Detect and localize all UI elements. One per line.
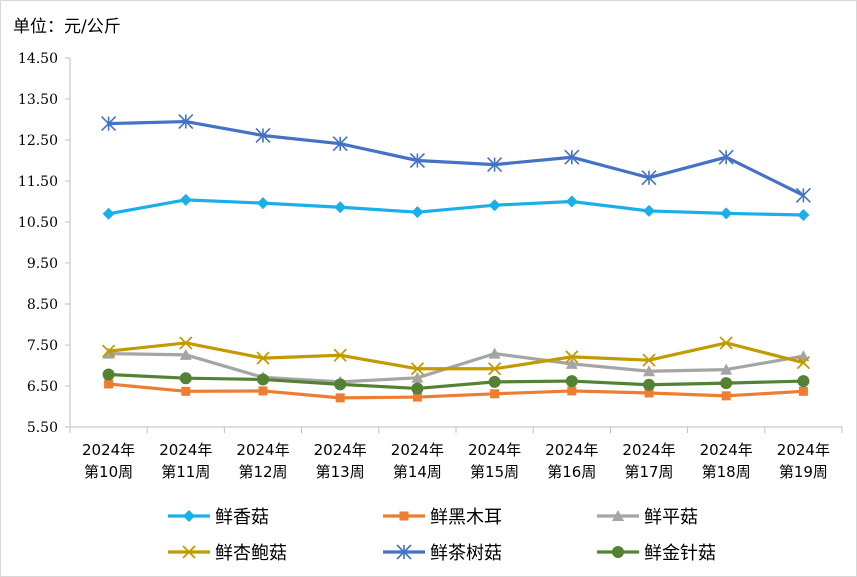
data-point: [178, 113, 194, 130]
data-point: [641, 170, 657, 186]
x-tick-label: 2024年第14周: [391, 441, 444, 481]
x-tick-label: 2024年第18周: [700, 441, 753, 481]
series-line-4: [108, 341, 804, 371]
data-point: [102, 347, 115, 359]
data-point: [488, 375, 501, 388]
data-point: [487, 157, 503, 173]
data-point: [104, 379, 114, 389]
data-point: [565, 195, 578, 208]
data-point: [565, 375, 578, 388]
y-tick-label: 14.50: [18, 51, 58, 67]
data-point: [718, 149, 734, 165]
data-point: [257, 373, 269, 386]
x-tick-label: 2024年第15周: [468, 441, 521, 481]
data-point: [257, 197, 269, 210]
data-point: [720, 363, 733, 375]
data-point: [179, 348, 192, 360]
y-tick-label: 11.50: [18, 174, 58, 190]
data-point: [181, 386, 191, 396]
data-point: [335, 393, 345, 403]
y-tick-label: 8.50: [27, 297, 58, 313]
data-point: [565, 350, 579, 364]
data-point: [411, 371, 424, 383]
data-point: [643, 378, 655, 391]
data-point: [411, 382, 424, 395]
x-tick-label: 2024年第17周: [622, 441, 675, 481]
data-point: [797, 350, 810, 362]
x-tick-label: 2024年第10周: [82, 441, 135, 481]
series-line-6: [108, 372, 804, 391]
series-line-5: [108, 119, 805, 197]
data-point: [567, 386, 577, 396]
data-point: [643, 204, 655, 217]
data-point: [101, 344, 116, 358]
legend-label: 鲜平菇: [644, 507, 698, 528]
legend-label: 鲜杏鲍菇: [215, 543, 287, 564]
data-point: [719, 336, 733, 350]
data-point: [411, 206, 424, 219]
x-tick-label: 2024年第11周: [159, 441, 212, 481]
data-point: [488, 199, 501, 212]
series-line-2: [108, 382, 804, 400]
data-point: [721, 391, 731, 401]
y-tick-label: 5.50: [27, 420, 58, 436]
data-point: [179, 372, 192, 385]
y-tick-label: 13.50: [18, 92, 58, 108]
legend-label: 鲜金针菇: [644, 543, 716, 564]
data-point: [410, 362, 425, 376]
x-tick-label: 2024年第12周: [236, 441, 289, 481]
data-point: [334, 378, 347, 391]
y-tick-label: 10.50: [18, 215, 58, 231]
y-tick-label: 9.50: [27, 256, 58, 272]
data-point: [798, 386, 808, 396]
x-tick-label: 2024年第13周: [314, 441, 367, 481]
legend-marker: [612, 546, 624, 558]
legend-marker: [399, 511, 409, 521]
data-point: [720, 207, 733, 220]
legend-marker: [183, 510, 195, 522]
data-point: [412, 392, 422, 402]
data-point: [409, 152, 425, 169]
legend-label: 鲜茶树菇: [430, 543, 502, 564]
y-tick-label: 12.50: [18, 133, 58, 149]
x-tick-label: 2024年第16周: [545, 441, 598, 481]
series-line-3: [108, 352, 804, 384]
data-point: [334, 201, 347, 214]
data-point: [795, 187, 811, 203]
data-point: [564, 149, 580, 165]
legend-label: 鲜黑木耳: [430, 507, 502, 528]
legend-marker: [182, 545, 196, 559]
data-point: [258, 386, 268, 396]
data-point: [797, 209, 810, 222]
legend-marker: [396, 544, 412, 560]
data-point: [644, 388, 654, 398]
data-point: [102, 207, 115, 220]
x-tick-label: 2024年第19周: [777, 441, 830, 481]
legend-label: 鲜香菇: [215, 507, 269, 528]
data-point: [797, 375, 810, 388]
unit-label: 单位：元/公斤: [13, 17, 121, 37]
data-point: [101, 116, 117, 132]
data-point: [642, 353, 656, 367]
data-point: [179, 336, 193, 350]
data-point: [255, 127, 271, 144]
legend-marker: [612, 510, 624, 521]
data-point: [487, 362, 502, 376]
data-point: [488, 347, 501, 359]
data-point: [796, 355, 811, 370]
series-line-1: [108, 198, 804, 217]
data-point: [565, 357, 578, 369]
data-point: [102, 368, 115, 381]
y-tick-label: 6.50: [27, 379, 58, 395]
data-point: [179, 193, 192, 206]
data-point: [333, 348, 347, 362]
data-point: [643, 365, 655, 377]
data-point: [256, 351, 270, 365]
data-point: [490, 389, 500, 399]
data-point: [332, 136, 348, 152]
y-tick-label: 7.50: [27, 338, 58, 354]
data-point: [720, 377, 733, 390]
